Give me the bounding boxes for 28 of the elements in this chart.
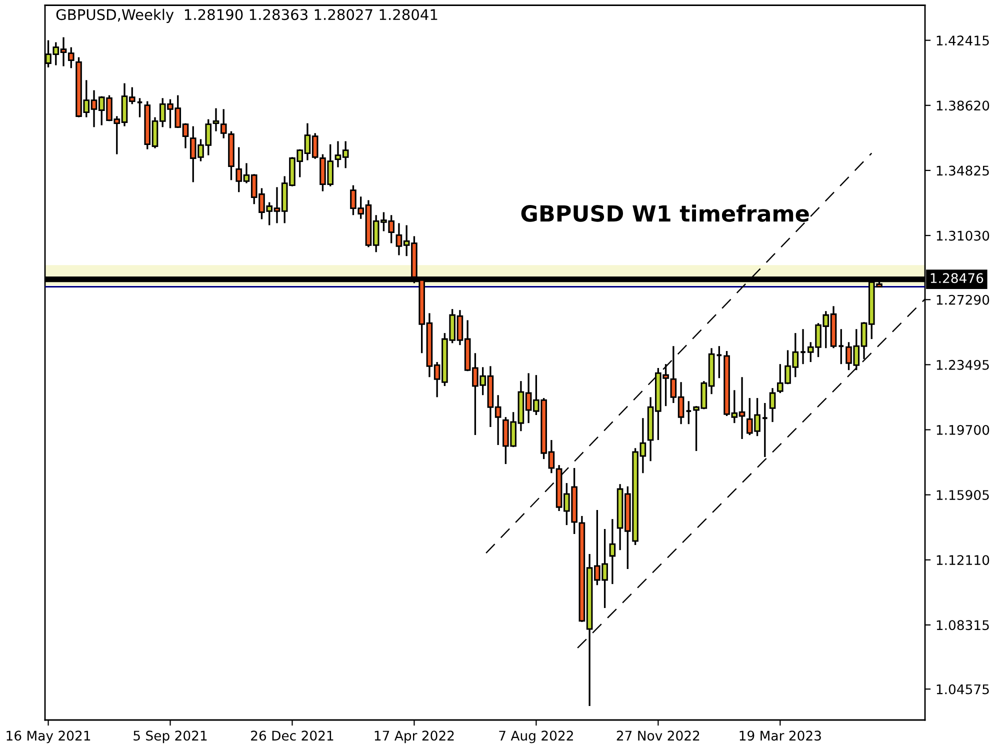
x-tick-label: 16 May 2021 — [6, 730, 90, 744]
y-tick-label: 1.38620 — [936, 100, 990, 111]
y-tick-label: 1.19700 — [936, 424, 990, 435]
candlestick — [716, 345, 723, 379]
x-tick-label: 19 Mar 2023 — [740, 730, 821, 741]
y-tick-label: 1.34825 — [936, 166, 989, 176]
y-tick-label: 1.31030 — [936, 230, 990, 241]
candlestick — [762, 402, 768, 458]
y-tick-label: 1.23495 — [936, 360, 989, 370]
x-tick-label: 17 Apr 2022 — [374, 730, 454, 744]
x-tick-label: 27 Nov 2022 — [616, 730, 700, 741]
x-tick-label: 5 Sep 2021 — [134, 730, 207, 744]
y-tick-label: 1.15905 — [936, 490, 989, 500]
candlestick — [136, 97, 144, 118]
y-tick-label: 1.27290 — [936, 294, 990, 305]
annotation: GBPUSD W1 timeframe — [521, 204, 809, 222]
candlestick — [769, 387, 776, 423]
y-tick-label: 1.12110 — [936, 555, 990, 566]
candlestick — [800, 328, 806, 365]
x-tick-label: 7 Aug 2022 — [499, 730, 573, 744]
candlestick — [609, 518, 616, 585]
y-tick-label: 1.42415 — [936, 36, 989, 46]
ref-line-label: 1.28476 — [930, 273, 984, 284]
chart-title: GBPUSD,Weekly 1.28190 1.28363 1.28027 1.28041 — [56, 8, 438, 23]
y-tick-label: 1.04575 — [936, 684, 989, 694]
candlestick — [685, 400, 692, 425]
y-tick-label: 1.08315 — [936, 620, 989, 630]
x-tick-label: 26 Dec 2021 — [251, 730, 334, 741]
